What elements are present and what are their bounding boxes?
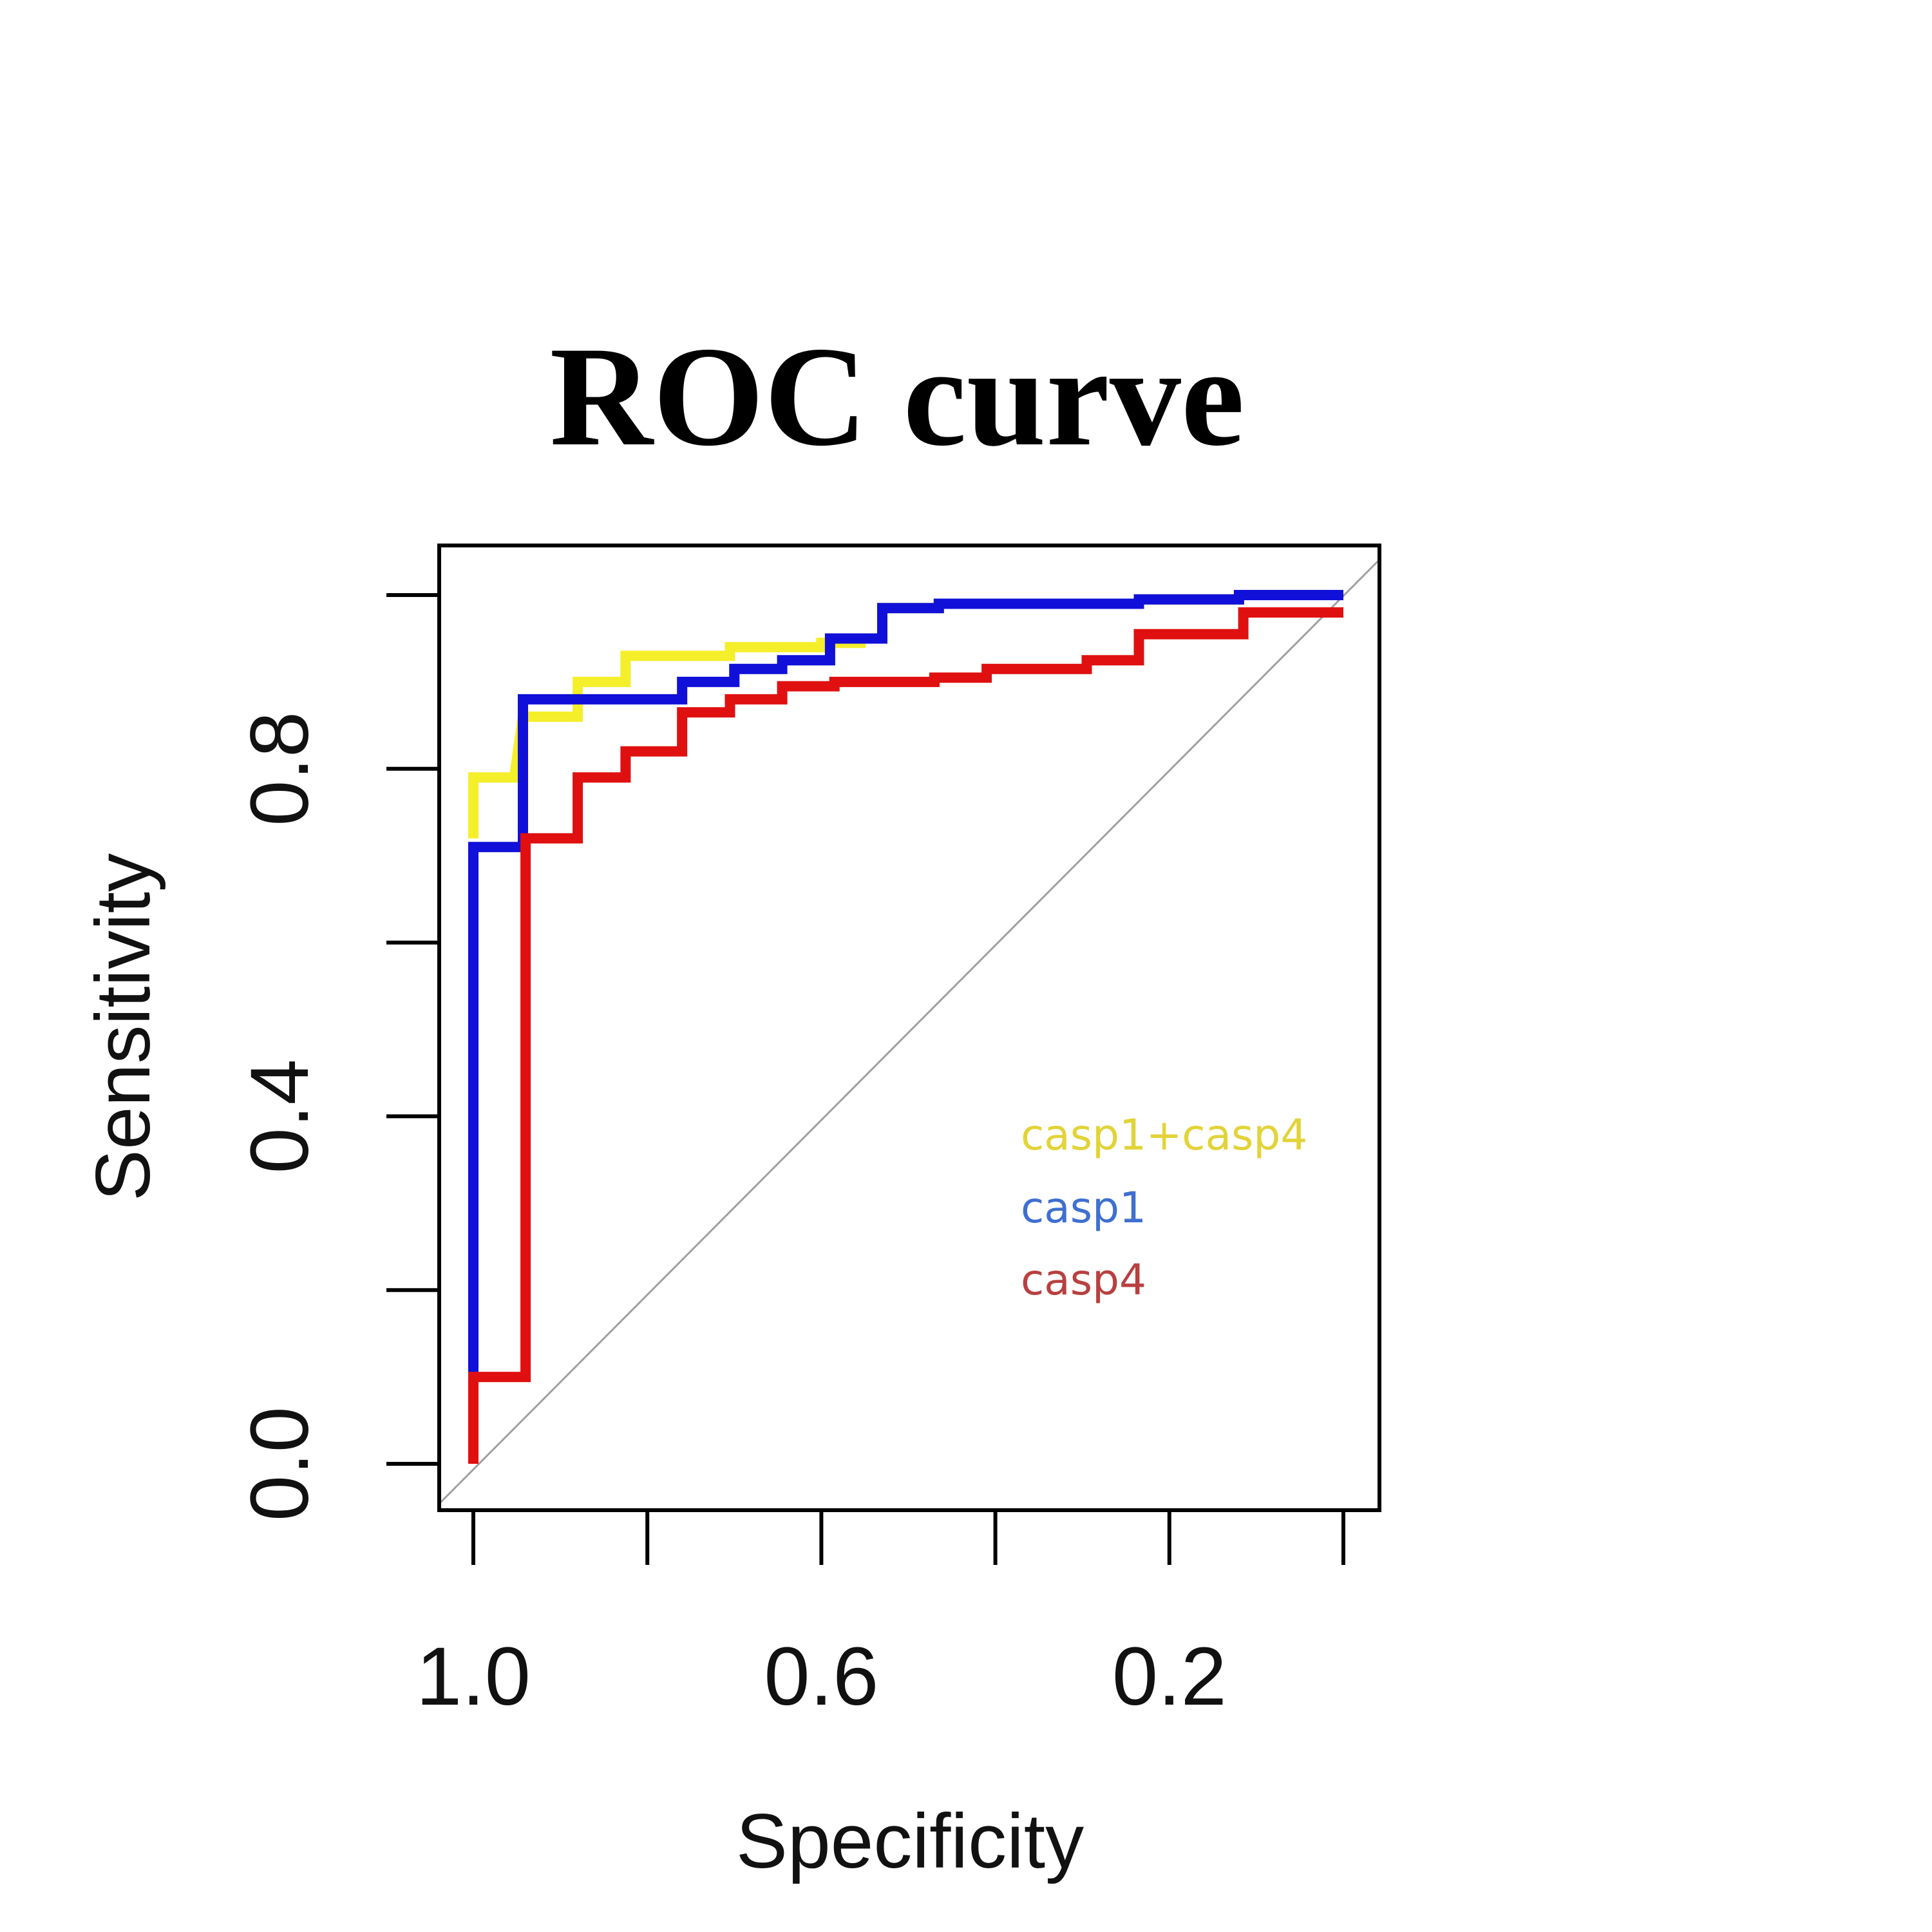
series-line-casp4 [468, 607, 1343, 1464]
plot-area [438, 558, 1381, 1505]
x-axis-label: Specificity [736, 1798, 1084, 1884]
x-tick-label: 0.6 [764, 1631, 878, 1723]
y-axis-label: Sensitivity [80, 853, 166, 1201]
y-tick-label: 0.4 [234, 1059, 326, 1173]
chart-title: ROC curve [550, 317, 1245, 476]
legend-entry-casp1: casp1 [1021, 1183, 1146, 1233]
y-tick-label: 0.0 [234, 1406, 326, 1521]
x-tick-label: 1.0 [416, 1631, 531, 1723]
legend: casp1+casp4 casp1 casp4 [1021, 1110, 1307, 1305]
series-line-casp1 [468, 590, 1343, 1378]
x-tick-label: 0.2 [1112, 1631, 1227, 1723]
legend-entry-casp1-plus-casp4: casp1+casp4 [1021, 1110, 1307, 1160]
plot-frame [437, 544, 1381, 1512]
axes: 1.0 0.6 0.2 0.0 0.4 0.8 [234, 544, 1381, 1723]
y-tick-label: 0.8 [234, 712, 326, 826]
legend-entry-casp4: casp4 [1021, 1255, 1146, 1305]
reference-diagonal [438, 558, 1381, 1505]
